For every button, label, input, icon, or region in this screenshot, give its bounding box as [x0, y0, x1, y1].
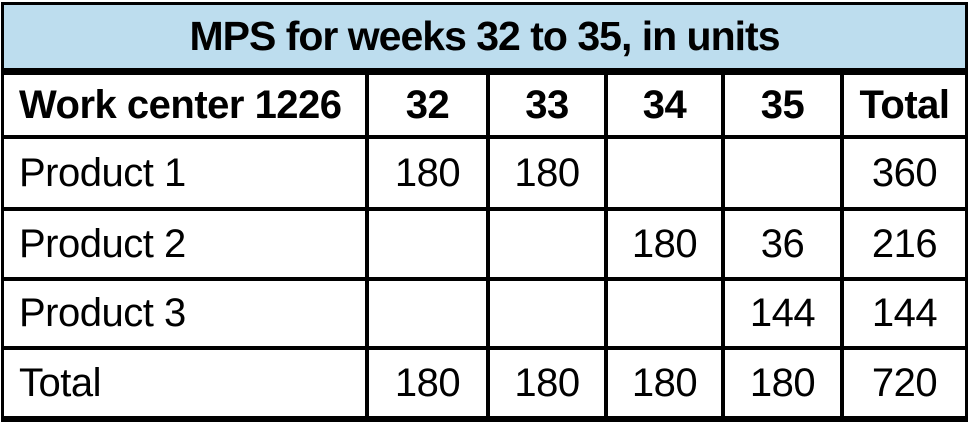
cell-product-2-total: 216 [871, 221, 938, 266]
cell-total-grand: 720 [871, 360, 938, 405]
cell-product-1-label: Product 1 [4, 139, 369, 207]
cell-product-3-week-33 [490, 281, 608, 346]
cell-total-week-35: 180 [725, 350, 844, 416]
header-cell-week-32: 32 [369, 75, 490, 135]
cell-product-2-label: Product 2 [4, 211, 369, 277]
header-cell-week-34: 34 [608, 75, 725, 135]
row-product-2: Product 2 180 36 216 [4, 211, 965, 281]
cell-product-2-week-34: 180 [608, 211, 725, 277]
row-total: Total 180 180 180 180 720 [4, 350, 965, 416]
table-title: MPS for weeks 32 to 35, in units [4, 5, 965, 75]
cell-product-3-week-34 [608, 281, 725, 346]
header-cell-week-33: 33 [490, 75, 608, 135]
cell-total-week-33: 180 [490, 350, 608, 416]
cell-total-label: Total [4, 350, 369, 416]
cell-product-2-week-33 [490, 211, 608, 277]
cell-product-3-week-32 [369, 281, 490, 346]
cell-total-week-32: 180 [369, 350, 490, 416]
cell-total-week-34: 180 [608, 350, 725, 416]
header-cell-week-35: 35 [725, 75, 844, 135]
cell-product-3-week-35: 144 [725, 281, 844, 346]
cell-product-2-week-32 [369, 211, 490, 277]
row-product-1: Product 1 180 180 360 [4, 139, 965, 211]
cell-product-1-total: 360 [871, 150, 938, 195]
header-cell-total: Total [859, 82, 950, 127]
header-row: Work center 1226 32 33 34 35 Total [4, 75, 965, 139]
mps-table: MPS for weeks 32 to 35, in units Work ce… [1, 2, 968, 422]
cell-product-1-week-32: 180 [369, 139, 490, 207]
cell-product-3-label: Product 3 [4, 281, 369, 346]
header-cell-work-center: Work center 1226 [4, 75, 369, 135]
cell-product-3-total: 144 [871, 291, 938, 335]
cell-product-1-week-33: 180 [490, 139, 608, 207]
cell-product-2-week-35: 36 [725, 211, 844, 277]
row-product-3: Product 3 144 144 [4, 281, 965, 350]
cell-product-1-week-35 [725, 139, 844, 207]
cell-product-1-week-34 [608, 139, 725, 207]
